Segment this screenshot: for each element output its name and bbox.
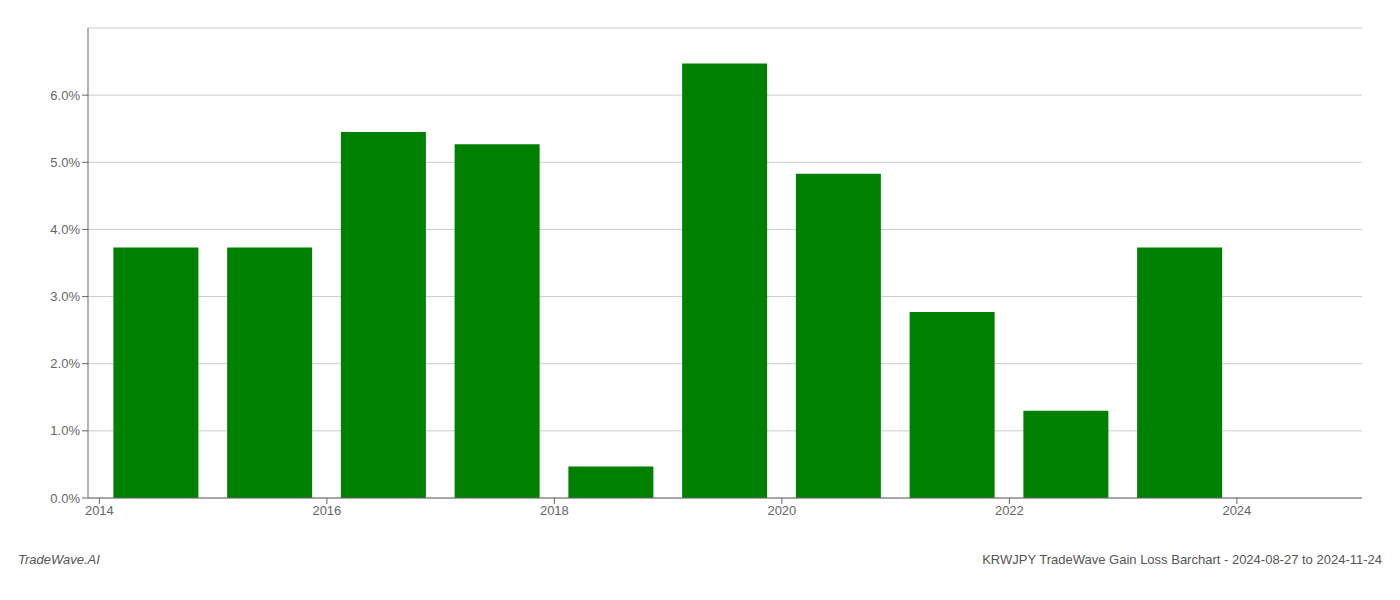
svg-text:2014: 2014	[85, 503, 114, 518]
svg-text:3.0%: 3.0%	[50, 289, 80, 304]
svg-text:0.0%: 0.0%	[50, 491, 80, 506]
svg-text:2022: 2022	[995, 503, 1024, 518]
svg-text:2016: 2016	[312, 503, 341, 518]
svg-text:2024: 2024	[1222, 503, 1251, 518]
svg-text:1.0%: 1.0%	[50, 423, 80, 438]
svg-text:2018: 2018	[540, 503, 569, 518]
svg-text:5.0%: 5.0%	[50, 155, 80, 170]
svg-text:6.0%: 6.0%	[50, 88, 80, 103]
html-text:TradeWave.AI: TradeWave.AI	[18, 552, 100, 567]
svg-text:2.0%: 2.0%	[50, 356, 80, 371]
svg-text:2020: 2020	[767, 503, 796, 518]
svg-text:4.0%: 4.0%	[50, 222, 80, 237]
html-text:KRWJPY TradeWave Gain Loss Bar: KRWJPY TradeWave Gain Loss Barchart - 20…	[982, 552, 1382, 567]
